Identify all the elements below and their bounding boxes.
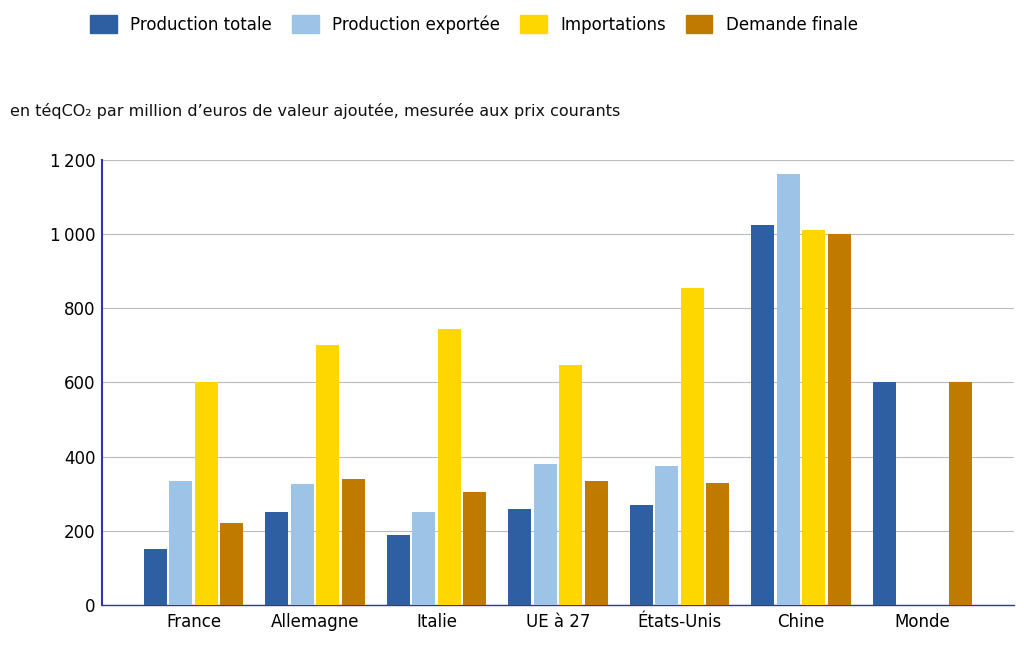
Bar bbox=[585, 481, 608, 605]
Bar bbox=[438, 329, 461, 605]
Legend: Production totale, Production exportée, Importations, Demande finale: Production totale, Production exportée, … bbox=[90, 15, 858, 34]
Bar bbox=[752, 225, 774, 605]
Bar bbox=[265, 512, 289, 605]
Bar bbox=[413, 512, 435, 605]
Bar bbox=[655, 466, 678, 605]
Bar bbox=[777, 174, 800, 605]
Bar bbox=[827, 234, 851, 605]
Bar bbox=[802, 230, 825, 605]
Bar bbox=[872, 382, 896, 605]
Bar bbox=[508, 509, 531, 605]
Text: en téqCO₂ par million d’euros de valeur ajoutée, mesurée aux prix courants: en téqCO₂ par million d’euros de valeur … bbox=[10, 103, 621, 119]
Bar bbox=[707, 483, 729, 605]
Bar bbox=[463, 492, 486, 605]
Bar bbox=[387, 535, 410, 605]
Bar bbox=[291, 485, 314, 605]
Bar bbox=[534, 464, 557, 605]
Bar bbox=[195, 382, 218, 605]
Bar bbox=[220, 523, 244, 605]
Bar bbox=[559, 364, 583, 605]
Bar bbox=[342, 479, 365, 605]
Bar bbox=[316, 345, 339, 605]
Bar bbox=[630, 505, 653, 605]
Bar bbox=[143, 549, 167, 605]
Bar bbox=[949, 382, 973, 605]
Bar bbox=[681, 288, 703, 605]
Bar bbox=[169, 481, 193, 605]
